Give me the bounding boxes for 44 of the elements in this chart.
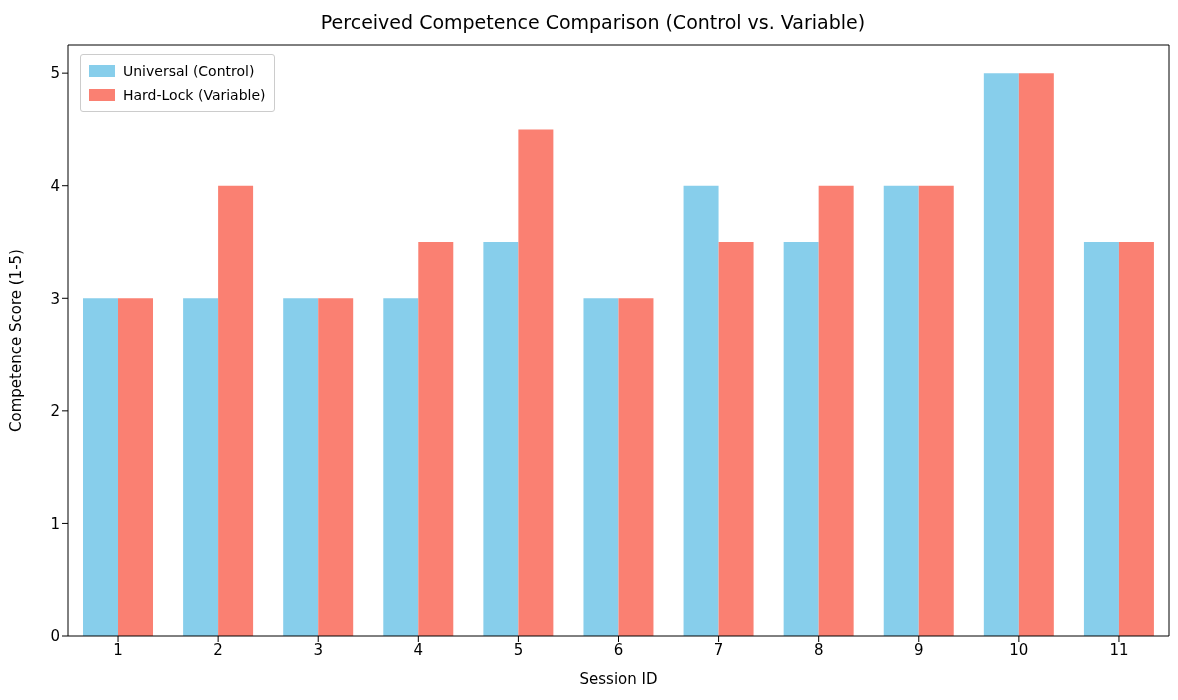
bar — [783, 242, 819, 636]
chart-title: Perceived Competence Comparison (Control vs. Variable) — [319, 10, 867, 35]
bar — [1083, 242, 1119, 636]
x-tick-label: 8 — [813, 640, 824, 659]
x-tick-label: 7 — [713, 640, 724, 659]
x-tick-label: 6 — [613, 640, 624, 659]
bar — [718, 242, 754, 636]
y-tick-label: 3 — [50, 289, 60, 308]
x-tick-label: 4 — [413, 640, 424, 659]
bar — [183, 298, 219, 636]
x-tick-label: 5 — [513, 640, 524, 659]
bar — [483, 242, 519, 636]
bar — [218, 185, 254, 636]
bar — [418, 242, 454, 636]
x-tick-label: 2 — [213, 640, 223, 659]
bar — [383, 298, 419, 636]
x-tick-label: 10 — [1009, 640, 1029, 659]
bar — [283, 298, 319, 636]
bar — [1018, 73, 1054, 636]
y-tick-label: 0 — [50, 627, 60, 646]
bar — [118, 298, 154, 636]
y-tick-label: 1 — [50, 514, 60, 533]
bar — [83, 298, 119, 636]
y-tick-label: 2 — [50, 402, 60, 421]
bar — [583, 298, 619, 636]
bar — [883, 185, 919, 636]
legend-label: Universal (Control) — [123, 63, 255, 79]
y-tick-label: 4 — [50, 177, 60, 196]
bar — [918, 185, 954, 636]
x-tick-label: 9 — [914, 640, 924, 659]
bar — [518, 129, 554, 636]
bar — [618, 298, 654, 636]
y-tick-label: 5 — [50, 64, 60, 83]
bar — [983, 73, 1019, 636]
bar — [1118, 242, 1154, 636]
y-axis-title: Competence Score (1-5) — [7, 249, 26, 432]
legend-label: Hard-Lock (Variable) — [123, 87, 266, 103]
x-tick-label: 11 — [1109, 640, 1129, 659]
bar — [318, 298, 354, 636]
bar — [818, 185, 854, 636]
x-axis-title: Session ID — [579, 670, 658, 688]
bar — [683, 185, 719, 636]
x-tick-label: 3 — [313, 640, 323, 659]
x-tick-label: 1 — [113, 640, 123, 659]
